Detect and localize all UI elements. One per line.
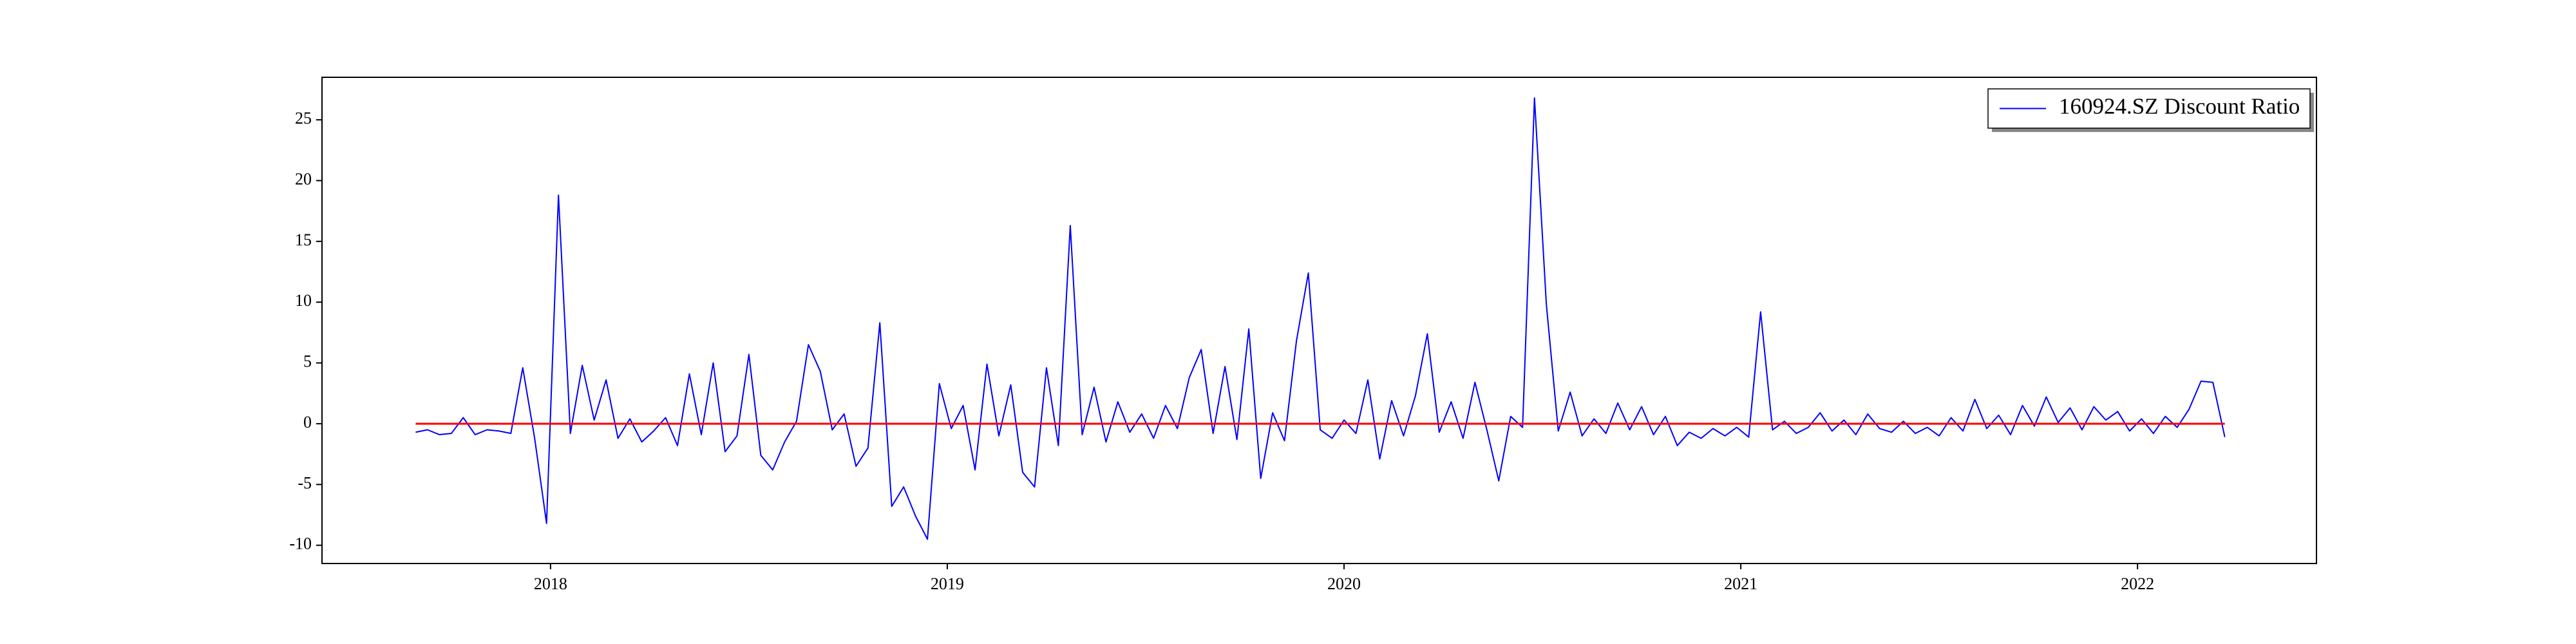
y-tick-label: -10: [289, 535, 312, 553]
y-tick-label: 15: [295, 231, 312, 249]
y-tick-label: 20: [295, 169, 312, 188]
y-tick-label: 25: [295, 109, 312, 128]
y-tick-label: -5: [298, 473, 312, 492]
data-line: [415, 97, 2226, 540]
x-tick-label: 2022: [2121, 574, 2154, 593]
y-tick-label: 5: [303, 352, 312, 371]
plot-frame: [321, 77, 2317, 564]
x-tick-label: 2021: [1724, 574, 1757, 593]
x-tick-label: 2020: [1327, 574, 1361, 593]
x-tick-label: 2018: [534, 574, 567, 593]
legend-label: 160924.SZ Discount Ratio: [2059, 94, 2300, 119]
y-tick-label: 0: [303, 413, 312, 431]
y-tick-label: 10: [295, 291, 312, 310]
x-tick-label: 2019: [931, 574, 964, 593]
